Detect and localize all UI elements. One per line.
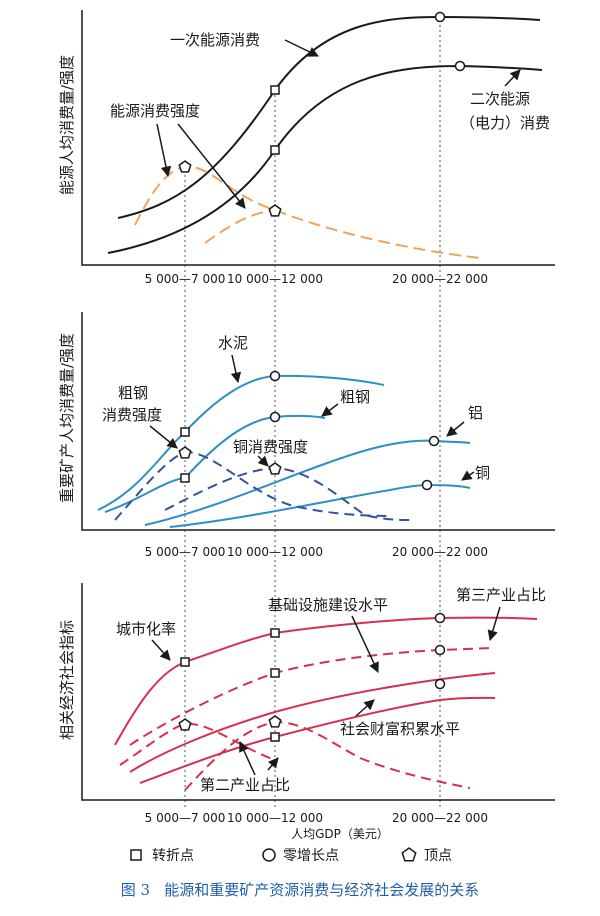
arrow-secondary-energy (504, 69, 521, 87)
panel-energy: 能源人均消费量/强度 5 000—7 000 10 000—12 000 20 … (58, 10, 555, 286)
zero-growth-marker (269, 411, 281, 423)
label-aluminum: 铝 (468, 404, 483, 422)
arrow-secondary-share-2 (267, 757, 279, 771)
turning-point-marker (270, 628, 280, 638)
peak-marker (178, 160, 192, 173)
panel-minerals-xtick-2: 10 000—12 000 (227, 545, 323, 559)
arrow-primary-energy (284, 39, 319, 57)
series-wealth-line (139, 696, 496, 784)
label-secondary-energy-2: （电力）消费 (460, 114, 550, 132)
zero-growth-marker (434, 11, 446, 23)
arrow-steel-intensity (149, 425, 178, 449)
label-secondary-share: 第二产业占比 (200, 776, 290, 794)
legend-zero-growth-icon (262, 848, 276, 862)
series-steel-intensity-line (114, 450, 393, 521)
label-urbanization: 城市化率 (116, 620, 176, 638)
arrow-energy-intensity-2 (177, 123, 246, 209)
arrow-aluminum (446, 421, 465, 437)
arrow-infrastructure (351, 615, 379, 673)
zero-growth-marker (428, 435, 440, 447)
label-primary-energy: 一次能源消费 (170, 31, 260, 49)
zero-growth-marker (434, 678, 446, 690)
turning-point-marker (270, 145, 280, 155)
gdp-guide-lines (184, 15, 441, 808)
peak-marker (268, 462, 282, 475)
series-primary-energy-line (117, 15, 541, 219)
zero-growth-marker (434, 644, 446, 656)
series-crude-steel-line (104, 414, 326, 513)
turning-point-marker (180, 427, 190, 437)
arrow-urbanization (151, 639, 171, 661)
panel-energy-xtick-2: 10 000—12 000 (227, 272, 323, 286)
legend-turning-label: 转折点 (152, 848, 194, 864)
series-cement-line (97, 374, 385, 511)
arrow-wealth (355, 699, 375, 717)
arrow-tertiary-share (487, 606, 501, 642)
arrow-copper-intensity (257, 455, 269, 467)
panel-society-xtick-2: 10 000—12 000 (227, 811, 323, 825)
label-infrastructure: 基础设施建设水平 (268, 596, 388, 614)
peak-marker (178, 718, 192, 731)
arrow-energy-intensity-1 (156, 123, 172, 178)
panel-minerals-ylabel: 重要矿产人均消费量/强度 (58, 333, 76, 503)
panel-minerals-axes (81, 312, 555, 531)
panel-society-xtick-1: 5 000—7 000 (145, 811, 226, 825)
series-aluminum-line (144, 439, 471, 526)
label-cement: 水泥 (218, 334, 248, 352)
peak-marker (268, 715, 282, 728)
series-secondary-share-early-line (119, 722, 276, 766)
legend-turning-icon (130, 849, 142, 861)
arrow-cement (230, 354, 242, 384)
label-crude-steel: 粗钢 (340, 388, 370, 406)
legend-peak-icon (401, 847, 417, 862)
panel-society-ylabel: 相关经济社会指标 (58, 620, 76, 740)
series-tertiary-share-line (129, 647, 496, 746)
label-copper-intensity: 铜消费强度 (233, 438, 308, 456)
zero-growth-marker (269, 370, 281, 382)
peak-marker (268, 204, 282, 217)
series-copper-line (169, 483, 471, 528)
panel-minerals-xtick-3: 20 000—22 000 (392, 545, 488, 559)
panel-energy-xtick-3: 20 000—22 000 (392, 272, 488, 286)
label-steel-intensity-1: 粗钢 (118, 384, 148, 402)
zero-growth-marker (421, 479, 433, 491)
series-energy-intensity-secondary-line (204, 209, 276, 244)
arrow-secondary-share-1 (239, 741, 256, 776)
panel-minerals: 重要矿产人均消费量/强度 5 000—7 000 10 000—12 000 2… (58, 312, 555, 559)
arrow-copper (461, 470, 475, 481)
turning-point-marker (270, 668, 280, 678)
label-energy-intensity: 能源消费强度 (110, 102, 200, 120)
series-copper-intensity-line (164, 466, 411, 521)
arrow-crude-steel (321, 403, 339, 417)
legend: 转折点 零增长点 顶点 (130, 847, 452, 864)
panel-society-xtick-3: 20 000—22 000 (392, 811, 488, 825)
series-energy-intensity-line (134, 165, 481, 259)
label-wealth: 社会财富积累水平 (340, 720, 460, 738)
series-secondary-energy-line (107, 64, 543, 254)
turning-point-marker (270, 85, 280, 95)
panel-energy-axes (81, 10, 555, 266)
turning-point-marker (270, 732, 280, 742)
panel-society-xlabel: 人均GDP（美元） (291, 827, 389, 841)
panel-society-axes (81, 583, 555, 801)
figure-caption: 图 3 能源和重要矿产资源消费与经济社会发展的关系 (121, 881, 480, 899)
peak-marker (178, 446, 192, 459)
label-tertiary-share: 第三产业占比 (456, 586, 546, 604)
zero-growth-marker (434, 612, 446, 624)
label-copper: 铜 (475, 464, 490, 482)
label-secondary-energy-1: 二次能源 (470, 90, 530, 108)
zero-growth-marker (454, 60, 466, 72)
panel-energy-xtick-1: 5 000—7 000 (145, 272, 226, 286)
label-steel-intensity-2: 消费强度 (102, 406, 162, 424)
legend-zero-growth-label: 零增长点 (283, 848, 339, 864)
legend-peak-label: 顶点 (424, 848, 452, 864)
turning-point-marker (180, 657, 190, 667)
turning-point-marker (180, 473, 190, 483)
panel-society: 相关经济社会指标 5 000—7 000 10 000—12 000 20 00… (58, 583, 555, 841)
panel-minerals-xtick-1: 5 000—7 000 (145, 545, 226, 559)
panel-energy-ylabel: 能源人均消费量/强度 (58, 55, 76, 195)
